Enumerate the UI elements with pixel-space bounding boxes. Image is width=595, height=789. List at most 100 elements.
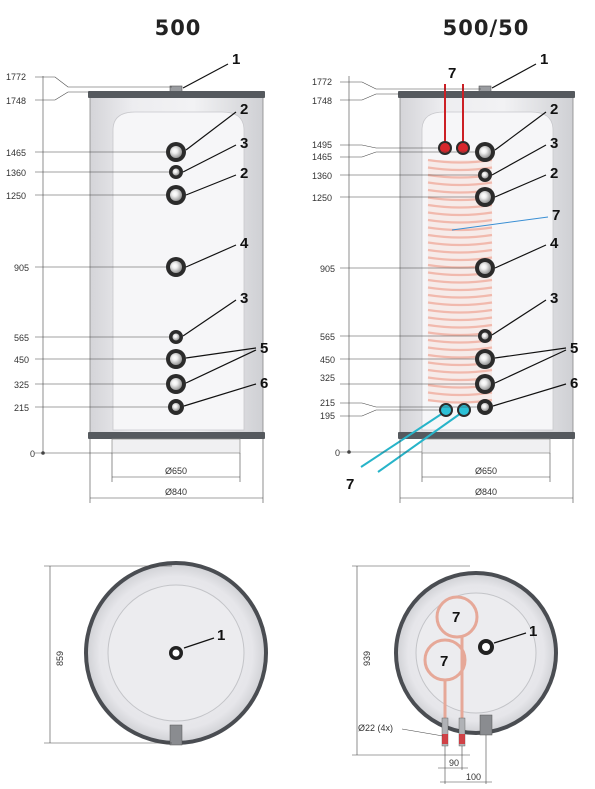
pipe-spacing-b: 100: [466, 772, 481, 782]
height-label: 905: [14, 263, 29, 273]
pipe-diameter-label: Ø22 (4x): [358, 723, 393, 733]
height-label: 1465: [6, 148, 26, 158]
port-5-lower: [166, 374, 186, 394]
coil-turn: [427, 293, 493, 299]
port-6: [168, 399, 184, 415]
port-3-upper: [169, 165, 183, 179]
right-plan-view: 7 7 1 Ø22 (4x) 939 90 100: [352, 565, 558, 784]
height-leaders-right: [340, 81, 481, 454]
width-outer: Ø840: [475, 487, 497, 497]
height-label: 1772: [312, 77, 332, 87]
coil-turn: [427, 248, 493, 254]
coil-turn: [427, 211, 493, 217]
height-label: 905: [320, 264, 335, 274]
top-band: [398, 91, 575, 98]
callouts-right: 1 7 2 3 2 7 4 3 5 6 7: [346, 51, 578, 493]
height-label: 215: [14, 403, 29, 413]
port-2-upper: [166, 142, 186, 162]
callout-label: 2: [240, 101, 248, 118]
height-label: 325: [14, 380, 29, 390]
plan-left-height: 859: [55, 651, 65, 666]
port-2-upper: [475, 142, 495, 162]
bottom-band: [88, 432, 265, 439]
height-label: 450: [320, 355, 335, 365]
plan-coil-label-1: 7: [452, 609, 460, 626]
width-inner: Ø650: [475, 466, 497, 476]
callout-label: 2: [550, 165, 558, 182]
top-band: [88, 91, 265, 98]
port-4: [166, 257, 186, 277]
coil-turn: [427, 278, 493, 284]
height-label: 1360: [312, 171, 332, 181]
width-dims-left: Ø650 Ø840: [89, 439, 264, 503]
plan-coil-label-2: 7: [440, 653, 448, 670]
callout-label: 2: [240, 165, 248, 182]
callout-label: 1: [540, 51, 548, 68]
callout-label: 3: [240, 290, 248, 307]
height-label: 215: [320, 398, 335, 408]
height-label: 1495: [312, 140, 332, 150]
height-label: 565: [320, 332, 335, 342]
tank-foot: [111, 438, 241, 454]
plan-foot: [169, 724, 183, 746]
callout-label: 3: [550, 290, 558, 307]
callout-label: 7: [552, 207, 560, 224]
coil-turn: [427, 226, 493, 232]
pipe-spacing-a: 90: [449, 758, 459, 768]
callout-label: 6: [260, 375, 268, 392]
height-label: 1748: [6, 96, 26, 106]
callouts-left: 1 2 3 2 4 3 5 6: [182, 51, 268, 407]
callout-label: 2: [550, 101, 558, 118]
coil-turn: [427, 368, 493, 374]
port-5-upper: [475, 349, 495, 369]
pipe-spacing-dims: 90 100: [438, 735, 492, 784]
left-elevation: 1772 1748 1465 1360 1250 905 565 450 325…: [6, 51, 268, 503]
coil-turn: [427, 181, 493, 187]
height-leaders-left: [35, 76, 172, 455]
port-2-lower: [475, 187, 495, 207]
height-label: 325: [320, 373, 335, 383]
left-plan-view: 1 859: [44, 561, 268, 746]
ports: [166, 142, 186, 415]
height-label: 565: [14, 333, 29, 343]
callout-label: 4: [240, 235, 249, 252]
plan-coils: [423, 595, 479, 720]
callout-label: 6: [570, 375, 578, 392]
port-3-upper: [478, 168, 492, 182]
coil-turn: [427, 308, 493, 314]
title-right: 500/50: [443, 16, 530, 40]
width-dims-right: Ø650 Ø840: [399, 439, 574, 503]
port-5-upper: [166, 349, 186, 369]
coil-turn: [427, 346, 493, 352]
coil-turn: [427, 241, 493, 247]
plan-right-callout: 1: [529, 623, 537, 640]
height-labels-right: 1772 1748 1495 1465 1360 1250 905 565 45…: [312, 77, 340, 458]
callout-label-coil-outlet: 7: [346, 476, 354, 493]
height-label: 450: [14, 355, 29, 365]
plan-right-height: 939: [362, 651, 372, 666]
port-4: [475, 258, 495, 278]
coil-turn: [427, 301, 493, 307]
plan-foot: [479, 714, 493, 736]
callout-label: 3: [550, 135, 558, 152]
coil-inlet-pipes: [438, 84, 470, 155]
callout-label: 3: [240, 135, 248, 152]
port-3-lower: [169, 330, 183, 344]
height-label: 0: [30, 449, 35, 459]
callout-label: 5: [570, 340, 578, 357]
height-label: 1250: [312, 193, 332, 203]
port-6: [477, 399, 493, 415]
height-label: 1250: [6, 191, 26, 201]
title-left: 500: [155, 16, 202, 40]
height-label: 1360: [6, 168, 26, 178]
plan-left-callout: 1: [217, 627, 225, 644]
callout-label-coil-inlet: 7: [448, 65, 456, 82]
bottom-band: [398, 432, 575, 439]
coil-turn: [427, 233, 493, 239]
height-label: 1465: [312, 152, 332, 162]
height-label: 1772: [6, 72, 26, 82]
height-label: 195: [320, 411, 335, 421]
callout-label: 5: [260, 340, 268, 357]
coil-turn: [427, 323, 493, 329]
